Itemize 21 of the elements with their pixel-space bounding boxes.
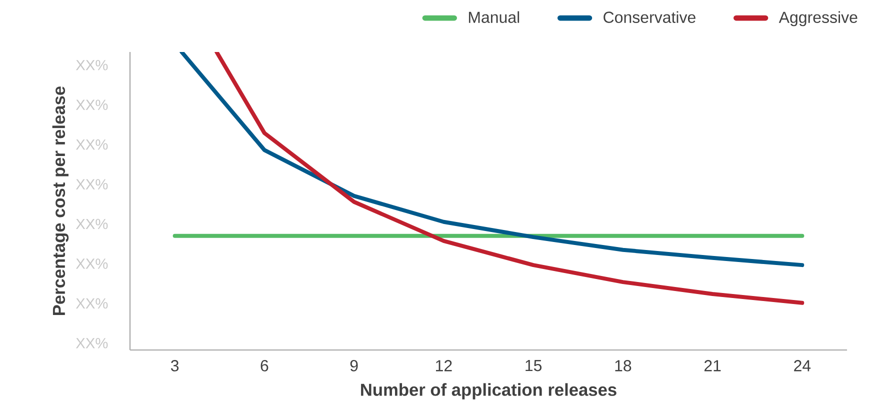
legend-label: Aggressive — [778, 11, 858, 26]
x-tick-label: 12 — [436, 360, 452, 372]
x-tick-label: 3 — [170, 360, 179, 372]
text: XX% — [76, 298, 108, 309]
x-tick-label: 9 — [350, 360, 358, 372]
x-tick-label: 24 — [794, 360, 811, 372]
text: XX% — [76, 100, 108, 110]
legend-label: Conservative — [604, 11, 696, 23]
text: XX% — [76, 338, 108, 348]
x-tick-label: 6 — [260, 360, 268, 372]
text: XX% — [76, 139, 108, 150]
x-axis-title: Number of application releases — [361, 383, 616, 400]
legend-label: Manual — [468, 11, 520, 23]
y-axis-title: Percentage cost per release — [52, 86, 69, 315]
x-tick-label: 18 — [615, 360, 632, 372]
text: XX% — [76, 179, 108, 190]
x-tick-label: 15 — [526, 360, 542, 372]
text: XX% — [76, 218, 108, 230]
x-tick-label: 21 — [704, 360, 721, 372]
text: XX% — [76, 258, 108, 269]
text: XX% — [76, 60, 108, 70]
